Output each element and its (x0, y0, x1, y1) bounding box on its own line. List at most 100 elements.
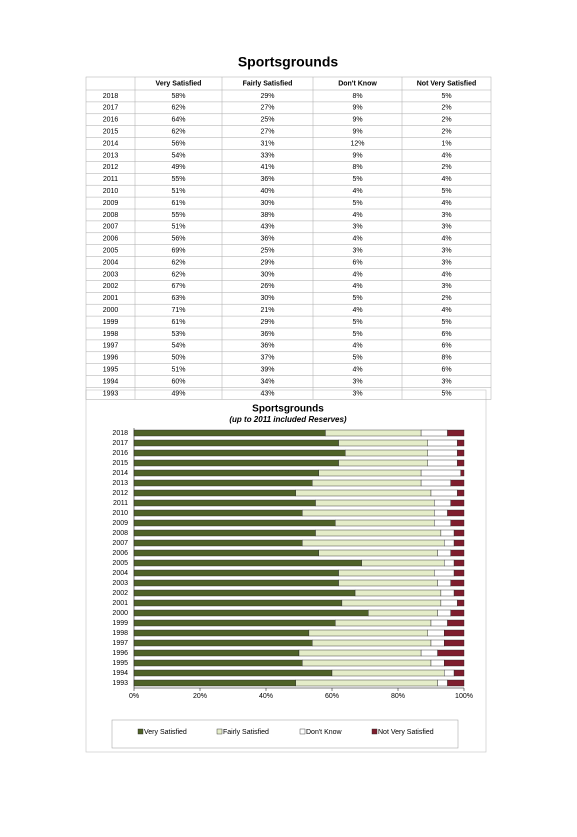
table-cell: 6% (352, 259, 362, 266)
bar-segment (318, 469, 422, 477)
table-cell: 2001 (103, 295, 119, 302)
legend-swatch (216, 728, 223, 735)
bar-segment (427, 459, 458, 467)
table-cell: 61% (171, 200, 185, 207)
table-cell: 1993 (103, 390, 119, 397)
table-cell: 4% (441, 200, 451, 207)
table-cell: 1994 (103, 378, 119, 385)
table-cell: 5% (441, 188, 451, 195)
bar-segment (437, 679, 448, 687)
table-cell: 51% (171, 224, 185, 231)
bar-segment (325, 429, 422, 437)
table-cell: 5% (352, 331, 362, 338)
bar-segment (133, 539, 303, 547)
table-cell: 5% (441, 319, 451, 326)
table-cell: 30% (260, 200, 274, 207)
table-cell: 1998 (103, 331, 119, 338)
table-cell: 4% (352, 236, 362, 243)
bar-segment (133, 669, 333, 677)
bar-segment (298, 649, 422, 657)
table-cell: 62% (171, 271, 185, 278)
table-cell: 38% (260, 212, 274, 219)
table-cell: 56% (171, 236, 185, 243)
bar-segment (133, 599, 343, 607)
y-tick-label: 2002 (112, 590, 128, 597)
table-cell: 3% (441, 212, 451, 219)
table-cell: 8% (441, 355, 451, 362)
table-cell: 29% (260, 93, 274, 100)
bar-segment (133, 479, 313, 487)
table-cell: 43% (260, 224, 274, 231)
bar-segment (133, 549, 320, 557)
y-tick-label: 2012 (112, 490, 128, 497)
bar-segment (133, 629, 310, 637)
bar-segment (447, 429, 465, 437)
bar-segment (457, 459, 465, 467)
table-cell: 55% (171, 176, 185, 183)
bar-segment (453, 559, 465, 567)
bar-segment (335, 519, 435, 527)
table-header: Fairly Satisfied (243, 80, 293, 87)
y-tick-label: 1999 (112, 620, 128, 627)
x-tick-label: 40% (259, 693, 273, 700)
table-cell: 1996 (103, 355, 119, 362)
bar-segment (437, 649, 465, 657)
bar-segment (450, 609, 465, 617)
table-cell: 29% (260, 259, 274, 266)
table-cell: 2% (441, 117, 451, 124)
table-cell: 27% (260, 128, 274, 135)
y-tick-label: 2005 (112, 560, 128, 567)
table-cell: 29% (260, 319, 274, 326)
table-cell: 26% (260, 283, 274, 290)
table-cell: 5% (441, 390, 451, 397)
table-cell: 30% (260, 271, 274, 278)
bar-segment (133, 519, 336, 527)
y-tick-label: 2007 (112, 540, 128, 547)
y-tick-label: 2008 (112, 530, 128, 537)
table-cell: 1995 (103, 366, 119, 373)
y-tick-label: 2016 (112, 450, 128, 457)
y-tick-label: 1993 (112, 680, 128, 687)
y-tick-label: 2004 (112, 570, 128, 577)
bar-segment (450, 519, 465, 527)
bar-segment (457, 439, 465, 447)
bar-segment (354, 589, 442, 597)
table-cell: 2008 (103, 212, 119, 219)
bar-segment (133, 589, 356, 597)
y-tick-label: 2001 (112, 600, 128, 607)
bar-segment (447, 619, 465, 627)
table-cell: 53% (171, 331, 185, 338)
y-tick-label: 1998 (112, 630, 128, 637)
table-cell: 39% (260, 366, 274, 373)
table-cell: 4% (352, 212, 362, 219)
y-tick-label: 1997 (112, 640, 128, 647)
table-cell: 2011 (103, 176, 118, 183)
legend-label: Fairly Satisfied (223, 729, 269, 736)
bar-segment (302, 539, 445, 547)
table-cell: 2005 (103, 247, 119, 254)
y-tick-label: 2011 (113, 500, 128, 507)
bar-segment (444, 539, 455, 547)
bar-segment (331, 669, 445, 677)
table-cell: 9% (352, 152, 362, 159)
x-tick-label: 100% (455, 693, 473, 700)
bar-segment (318, 549, 438, 557)
bar-segment (338, 579, 438, 587)
table-cell: 9% (352, 117, 362, 124)
y-tick-label: 2018 (112, 430, 128, 437)
table-cell: 21% (260, 307, 274, 314)
bar-segment (420, 429, 448, 437)
table-cell: 4% (441, 307, 451, 314)
bar-segment (440, 529, 455, 537)
bar-segment (312, 639, 432, 647)
bar-segment (361, 559, 445, 567)
bar-segment (447, 509, 465, 517)
bar-segment (450, 549, 465, 557)
table-cell: 62% (171, 259, 185, 266)
bar-segment (133, 559, 362, 567)
y-tick-label: 2017 (112, 440, 128, 447)
bar-segment (338, 459, 428, 467)
x-tick-label: 20% (193, 693, 207, 700)
bar-segment (437, 549, 452, 557)
